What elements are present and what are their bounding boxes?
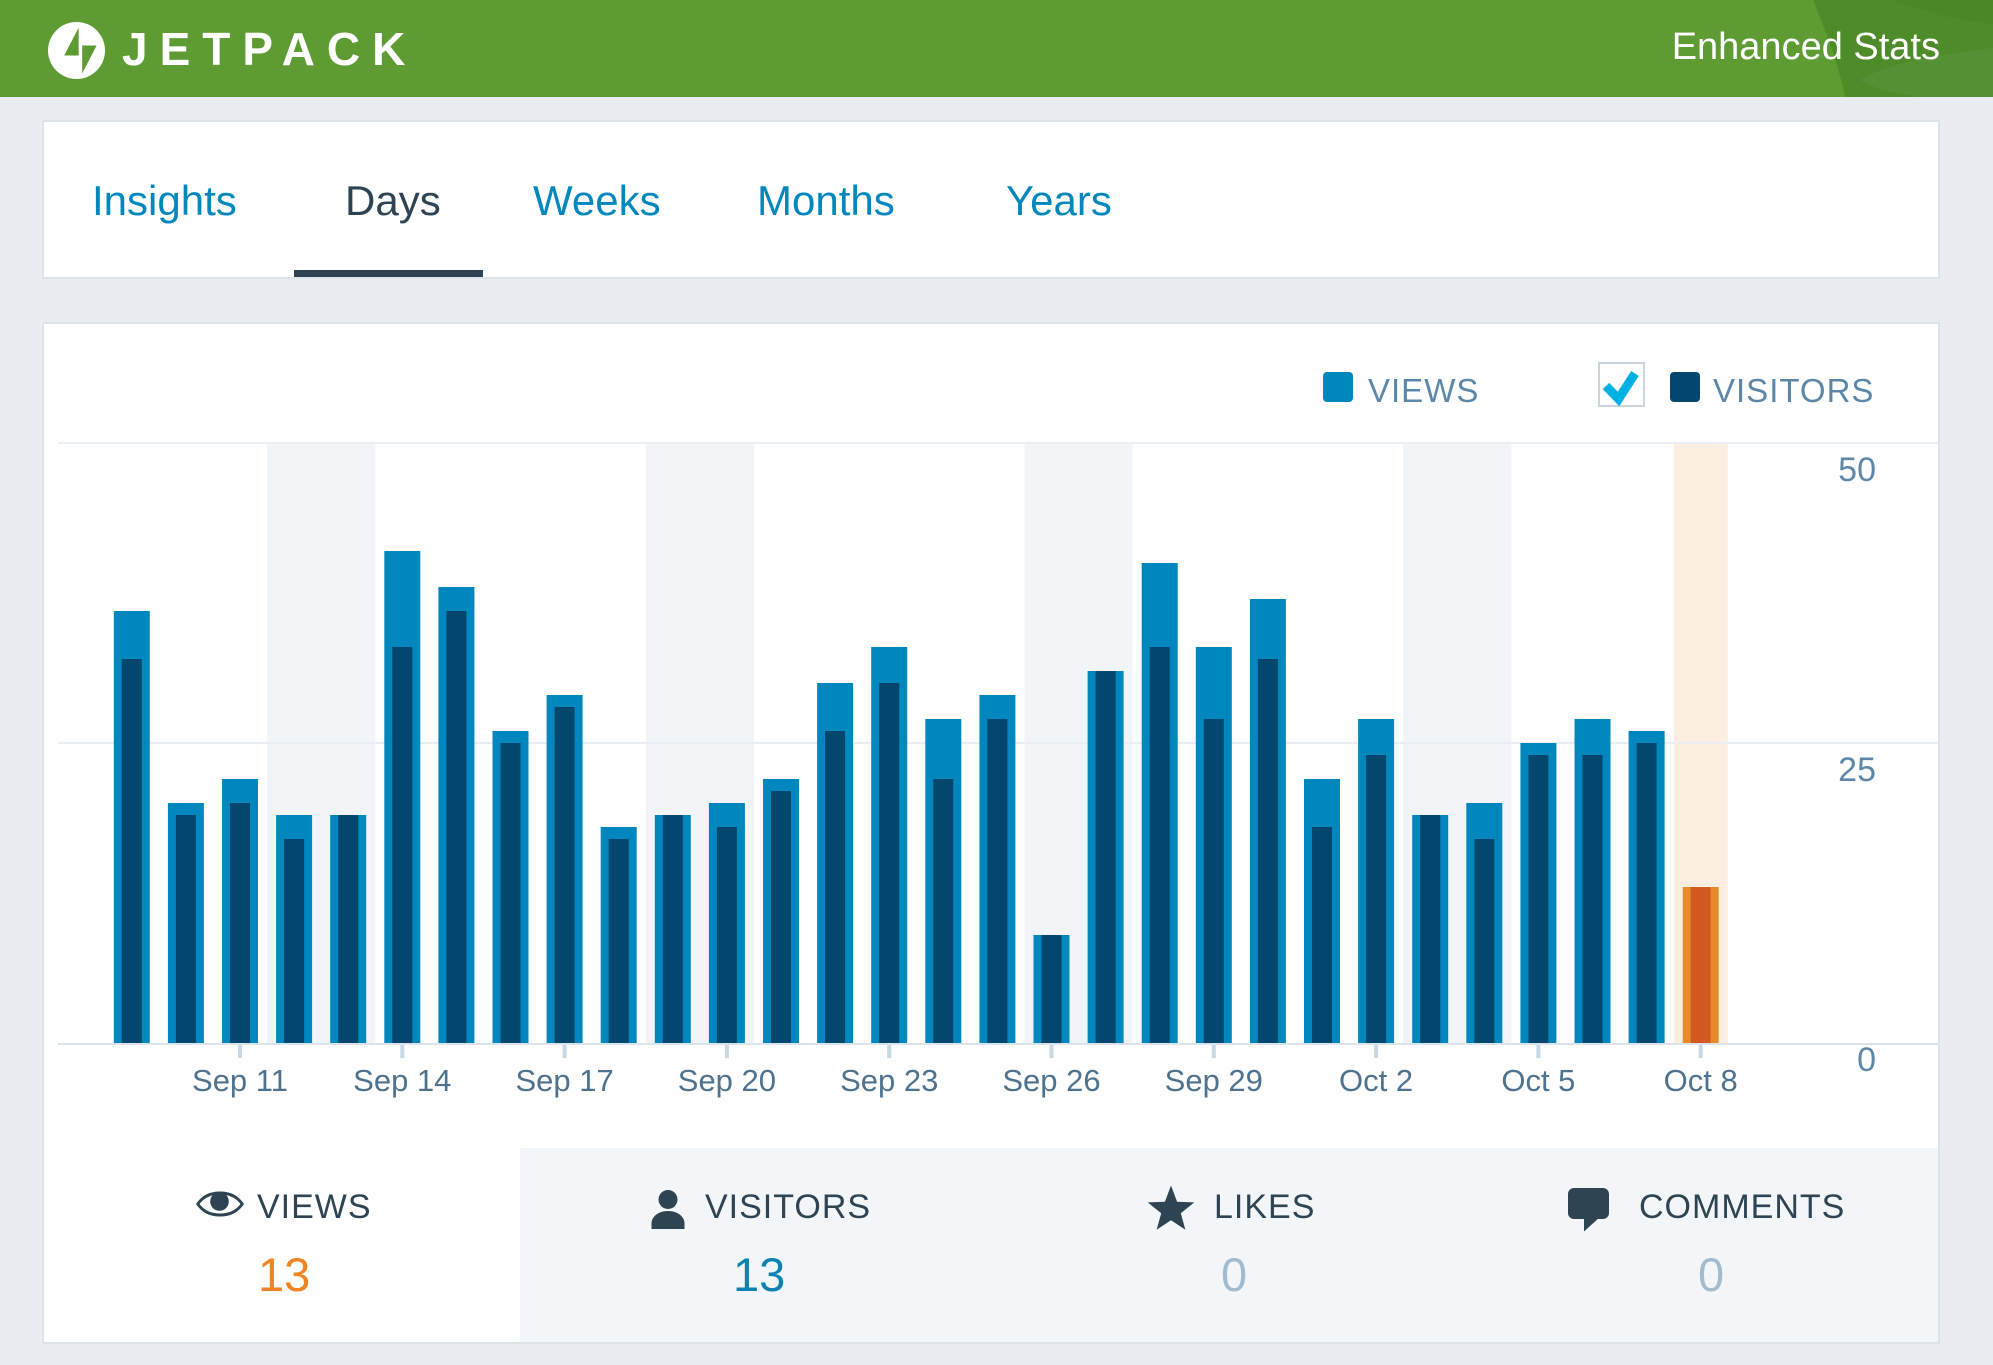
svg-text:Sep 29: Sep 29 (1165, 1063, 1263, 1098)
svg-text:0: 0 (1857, 1041, 1876, 1079)
svg-text:Oct 8: Oct 8 (1664, 1063, 1738, 1098)
svg-text:Oct 2: Oct 2 (1339, 1063, 1413, 1098)
svg-text:50: 50 (1838, 451, 1876, 489)
svg-text:Sep 14: Sep 14 (353, 1063, 451, 1098)
svg-text:Sep 17: Sep 17 (515, 1063, 613, 1098)
svg-text:25: 25 (1838, 751, 1876, 789)
svg-text:Sep 23: Sep 23 (840, 1063, 938, 1098)
svg-text:VISITORS: VISITORS (1713, 372, 1874, 409)
svg-text:Sep 20: Sep 20 (678, 1063, 776, 1098)
svg-text:VIEWS: VIEWS (1368, 372, 1479, 409)
svg-text:Oct 5: Oct 5 (1501, 1063, 1575, 1098)
svg-text:Sep 11: Sep 11 (192, 1063, 288, 1098)
svg-text:Sep 26: Sep 26 (1002, 1063, 1100, 1098)
